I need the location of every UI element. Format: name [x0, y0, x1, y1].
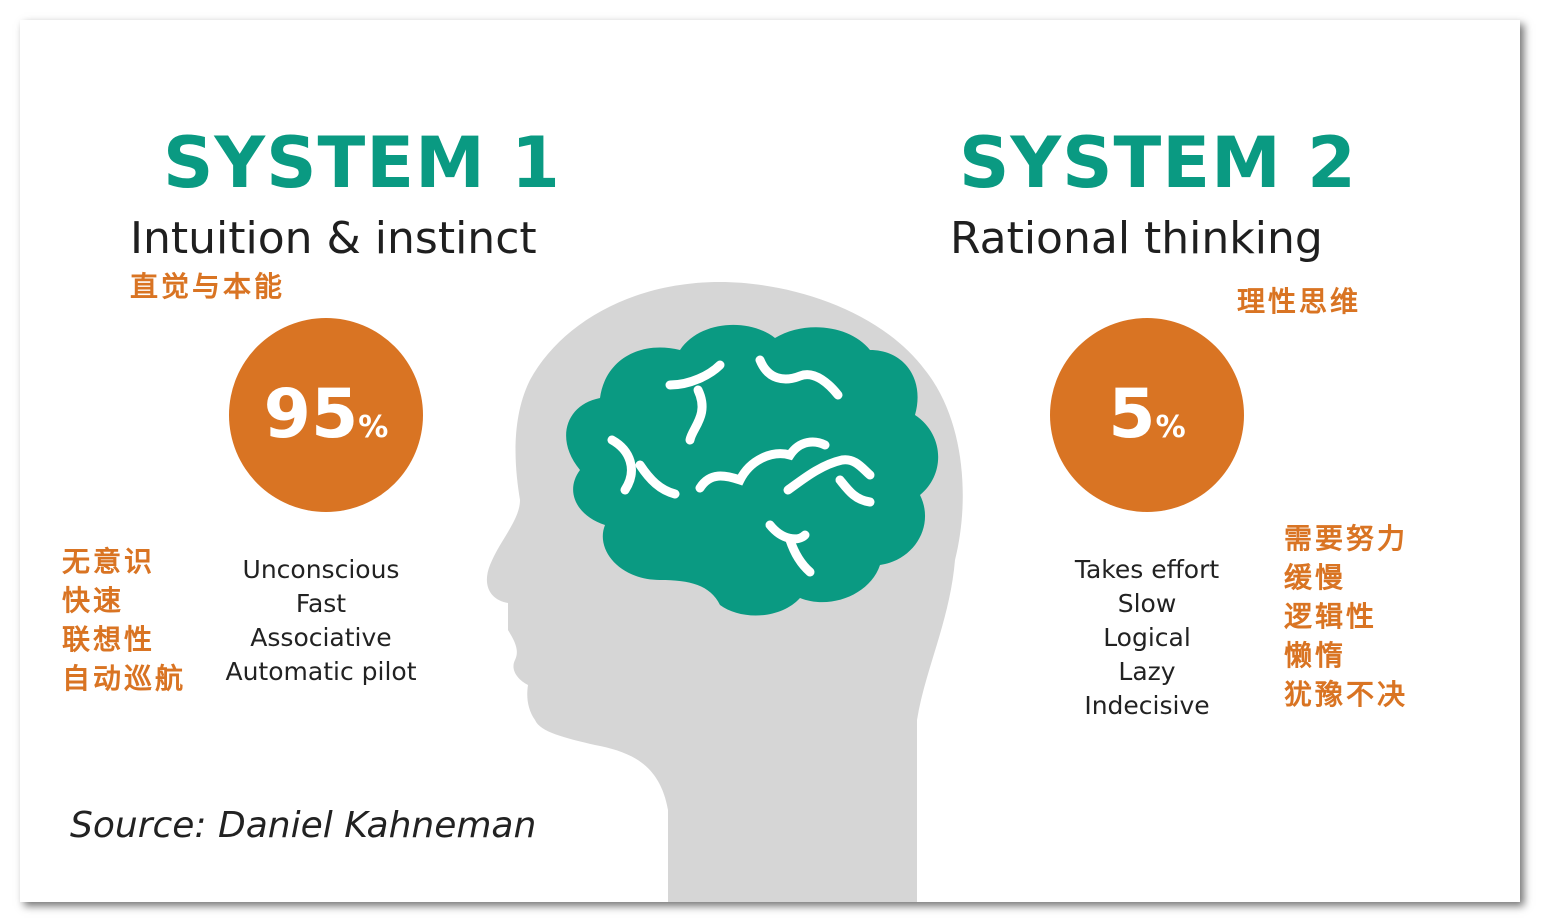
- system1-trait: Associative: [250, 623, 392, 652]
- system2-trait-cn: 逻辑性: [1284, 600, 1378, 633]
- system2-trait-cn: 犹豫不决: [1284, 678, 1409, 711]
- system1-subtitle: Intuition & instinct: [130, 213, 537, 264]
- system1-trait-cn: 联想性: [62, 623, 156, 656]
- system2-percent-sign: %: [1155, 410, 1186, 445]
- system1-percent-circle: 95%: [229, 318, 423, 512]
- system1-title: SYSTEM 1: [163, 122, 561, 204]
- system2-trait-cn: 需要努力: [1284, 522, 1409, 555]
- system1-trait: Automatic pilot: [225, 657, 417, 686]
- system2-percent: 5%: [1108, 381, 1185, 449]
- system1-percent-value: 95: [263, 375, 359, 454]
- system1-trait-cn: 无意识: [62, 545, 156, 578]
- system2-traits: Takes effort Slow Logical Lazy Indecisiv…: [1037, 553, 1257, 723]
- system1-trait-cn: 自动巡航: [62, 662, 187, 695]
- system2-trait: Takes effort: [1074, 555, 1220, 584]
- system1-trait-cn: 快速: [62, 584, 125, 617]
- system1-trait: Fast: [295, 589, 347, 618]
- source-credit: Source: Daniel Kahneman: [70, 805, 537, 846]
- head-illustration: [486, 282, 963, 902]
- system1-subtitle-cn: 直觉与本能: [130, 270, 286, 303]
- system2-traits-cn: 需要努力 缓慢 逻辑性 懒惰 犹豫不决: [1284, 519, 1408, 714]
- system1-percent: 95%: [264, 381, 389, 449]
- slide: SYSTEM 1 Intuition & instinct 直觉与本能 95% …: [20, 20, 1520, 902]
- system2-trait: Lazy: [1118, 657, 1176, 686]
- system1-traits-cn: 无意识 快速 联想性 自动巡航: [62, 542, 186, 698]
- system2-trait: Indecisive: [1084, 691, 1210, 720]
- system1-trait: Unconscious: [242, 555, 400, 584]
- system2-percent-circle: 5%: [1050, 318, 1244, 512]
- brain-lines: [607, 355, 875, 577]
- system2-percent-value: 5: [1108, 375, 1156, 454]
- system2-subtitle-cn: 理性思维: [1237, 285, 1362, 318]
- system2-trait: Slow: [1117, 589, 1177, 618]
- system1-percent-sign: %: [358, 410, 389, 445]
- system1-traits: Unconscious Fast Associative Automatic p…: [201, 553, 441, 689]
- system2-trait-cn: 缓慢: [1284, 561, 1347, 594]
- system2-trait-cn: 懒惰: [1284, 639, 1347, 672]
- system2-subtitle: Rational thinking: [950, 213, 1323, 264]
- system2-trait: Logical: [1103, 623, 1191, 652]
- system2-title: SYSTEM 2: [959, 122, 1357, 204]
